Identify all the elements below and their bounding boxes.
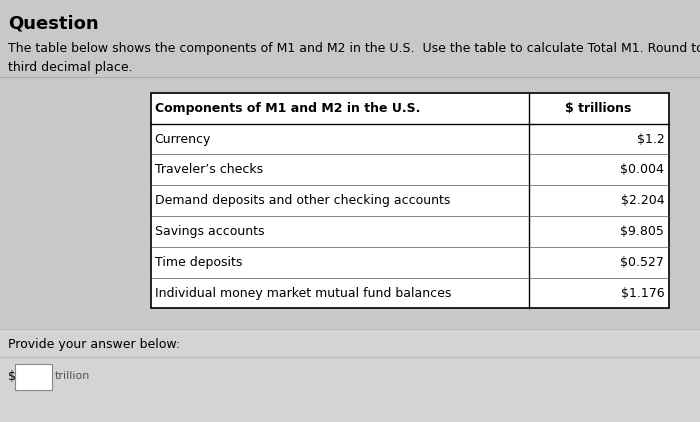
Text: third decimal place.: third decimal place. (8, 61, 133, 74)
Text: Question: Question (8, 15, 99, 33)
Text: $0.004: $0.004 (620, 163, 664, 176)
Text: Time deposits: Time deposits (155, 256, 242, 269)
Text: $2.204: $2.204 (621, 194, 664, 207)
Text: The table below shows the components of M1 and M2 in the U.S.  Use the table to : The table below shows the components of … (8, 42, 700, 55)
Text: Traveler’s checks: Traveler’s checks (155, 163, 262, 176)
Text: $1.176: $1.176 (621, 287, 664, 300)
Text: trillion: trillion (55, 371, 90, 381)
Text: Provide your answer below:: Provide your answer below: (8, 338, 181, 352)
Text: Demand deposits and other checking accounts: Demand deposits and other checking accou… (155, 194, 450, 207)
Text: Currency: Currency (155, 133, 211, 146)
Text: Components of M1 and M2 in the U.S.: Components of M1 and M2 in the U.S. (155, 102, 420, 115)
Text: $0.527: $0.527 (620, 256, 664, 269)
Text: Savings accounts: Savings accounts (155, 225, 264, 238)
Text: Individual money market mutual fund balances: Individual money market mutual fund bala… (155, 287, 451, 300)
Text: $: $ (8, 370, 16, 383)
Text: $ trillions: $ trillions (566, 102, 631, 115)
Text: $1.2: $1.2 (636, 133, 664, 146)
Text: $9.805: $9.805 (620, 225, 664, 238)
